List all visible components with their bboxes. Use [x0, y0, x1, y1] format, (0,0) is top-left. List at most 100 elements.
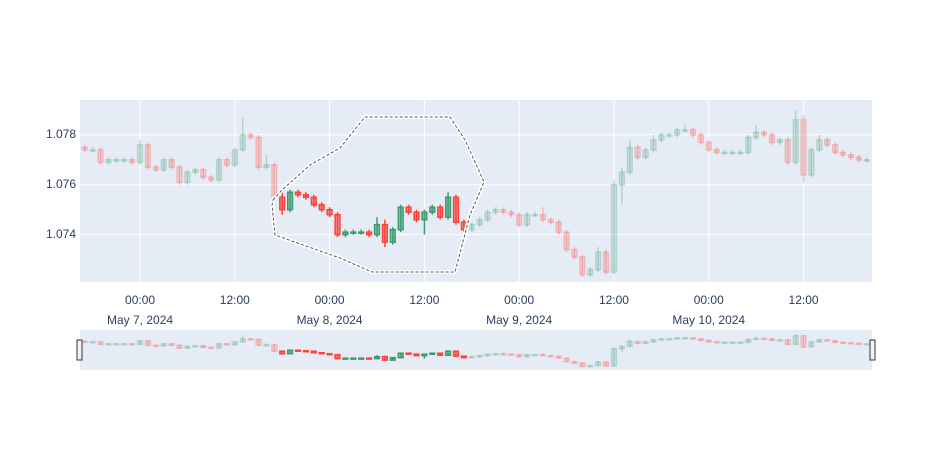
candle-body	[215, 159, 223, 181]
candle-body	[705, 141, 712, 151]
slider-candle-body	[713, 341, 720, 344]
slider-candle-body	[294, 349, 302, 352]
candle-body	[832, 144, 839, 154]
slider-candle-body	[563, 357, 570, 363]
candle-body	[571, 248, 578, 258]
candle-body	[334, 213, 341, 236]
slider-candle-body	[760, 337, 768, 341]
candle-body	[184, 171, 191, 184]
candle-body	[745, 136, 752, 154]
slider-candle-body	[737, 341, 744, 345]
slider-candle-body	[444, 350, 452, 356]
slider-handle-left[interactable]	[76, 339, 83, 361]
candle-body	[413, 211, 420, 221]
slider-candle-body	[523, 353, 531, 358]
slider-candle-body	[863, 343, 870, 346]
slider-candle-body	[721, 341, 728, 345]
slider-candle-body	[468, 355, 475, 359]
candle-body	[279, 196, 286, 211]
candle-body	[318, 203, 325, 211]
x-tick-label: 12:00	[598, 293, 629, 307]
candle-body	[824, 139, 831, 146]
slider-candle-body	[286, 349, 294, 355]
candle-body	[555, 221, 562, 233]
candle-body	[342, 231, 349, 236]
candle-body	[468, 223, 475, 231]
candle-body	[681, 129, 689, 132]
slider-candle-body	[610, 348, 618, 367]
slider-candle-body	[650, 339, 657, 343]
candle-body	[381, 223, 389, 243]
slider-candle-body	[539, 353, 546, 357]
slider-candle-body	[97, 341, 104, 346]
slider-candle-body	[239, 338, 246, 343]
slider-candle-body	[437, 352, 444, 356]
candle-body	[160, 159, 167, 171]
y-tick-label: 1.078	[46, 127, 76, 141]
slider-candle-body	[318, 351, 325, 355]
y-tick-label: 1.074	[46, 227, 76, 241]
slider-candle-body	[192, 345, 199, 348]
slider-candle-body	[168, 343, 175, 347]
candle-body	[247, 134, 254, 139]
candle-body	[500, 208, 507, 213]
slider-candle-body	[800, 335, 807, 348]
candle-body	[587, 268, 594, 276]
candle-body	[239, 134, 246, 151]
slider-candle-body	[618, 345, 625, 350]
x-tick-label: 00:00 May 10, 2024	[672, 293, 746, 327]
slider-candle-body	[263, 344, 270, 347]
candle-body	[523, 213, 531, 226]
slider-candle-body	[492, 352, 499, 356]
candle-body	[97, 149, 104, 164]
x-tick-label: 12:00	[219, 293, 250, 307]
slider-candle-body	[847, 342, 855, 345]
candle-body	[152, 166, 159, 171]
candle-body	[294, 191, 302, 196]
candle-body	[89, 149, 96, 152]
slider-candle-body	[729, 341, 736, 345]
slider-candle-body	[579, 362, 586, 368]
candle-body	[579, 256, 586, 276]
candle-body	[271, 164, 278, 198]
slider-candle-body	[674, 337, 681, 340]
candle-body	[263, 164, 270, 169]
candle-body	[618, 171, 625, 186]
candle-body	[516, 213, 523, 226]
candle-body	[839, 151, 847, 156]
slider-candle-body	[476, 354, 483, 358]
slider-candle-body	[255, 338, 262, 347]
slider-candle-body	[405, 352, 412, 355]
slider-candle-body	[421, 353, 428, 357]
range-slider[interactable]	[80, 330, 872, 370]
slider-candle-body	[689, 337, 697, 340]
slider-candle-body	[855, 342, 862, 346]
candle-body	[634, 146, 641, 159]
candle-body	[397, 206, 404, 231]
candle-body	[113, 159, 120, 162]
candle-body	[492, 208, 499, 213]
slider-candle-body	[231, 341, 238, 346]
slider-candle-body	[223, 343, 231, 346]
candle-body	[792, 119, 799, 164]
candle-body	[129, 159, 136, 164]
slider-candle-body	[832, 340, 839, 344]
candle-body	[729, 151, 736, 155]
candle-body	[365, 231, 373, 236]
slider-candle-body	[381, 355, 389, 361]
candle-body	[452, 196, 460, 223]
candle-body	[760, 131, 768, 136]
slider-handle-right[interactable]	[869, 339, 876, 361]
slider-candle-body	[602, 361, 610, 367]
candle-body	[689, 129, 697, 136]
slider-candle-body	[745, 338, 752, 344]
candle-body	[105, 159, 112, 164]
slider-candle-body	[753, 337, 760, 341]
slider-candle-body	[81, 340, 88, 344]
slider-candle-body	[271, 344, 278, 352]
slider-candle-body	[555, 355, 562, 359]
candle-body	[286, 191, 294, 211]
slider-candle-body	[302, 349, 310, 353]
